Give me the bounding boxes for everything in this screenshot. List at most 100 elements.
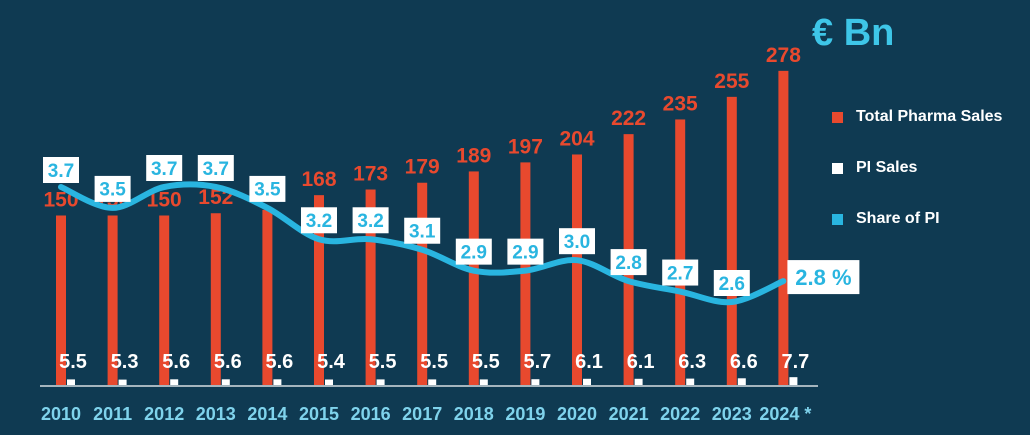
pi-sales-value-label: 6.6 (730, 351, 758, 373)
share-of-pi-line (58, 181, 787, 306)
pi-sales-bar (789, 377, 798, 385)
total-sales-bar (675, 119, 686, 385)
x-tick-label: 2015 (299, 404, 339, 424)
x-tick-label: 2012 (144, 404, 184, 424)
pi-sales-value-label: 5.6 (214, 351, 242, 373)
legend-label-pi-sales: PI Sales (856, 159, 918, 176)
x-tick-label: 2014 (247, 404, 287, 424)
x-tick-label: 2024 * (759, 404, 811, 424)
pi-sales-value-label: 6.1 (627, 351, 655, 373)
share-label-box (352, 207, 389, 234)
legend-swatch-pi-sales (832, 163, 843, 174)
x-tick-label: 2010 (41, 404, 81, 424)
pi-sales-bar (737, 378, 746, 385)
legend-swatch-share (832, 214, 843, 225)
x-tick-label: 2019 (505, 404, 545, 424)
total-sales-bar (572, 154, 582, 385)
share-label-box (94, 175, 131, 202)
pi-sales-bar (221, 379, 230, 385)
pi-sales-value-label: 5.6 (265, 351, 293, 373)
pi-sales-value-label: 5.7 (523, 351, 551, 373)
share-label-box (301, 207, 337, 234)
pi-sales-bar (479, 379, 488, 385)
share-value-label: 2.7 (667, 263, 693, 284)
total-sales-bar (262, 209, 273, 385)
pi-sales-bar (583, 378, 591, 385)
share-value-label: 3.5 (254, 180, 281, 201)
pi-sales-value-label: 5.4 (317, 351, 346, 373)
share-value-label: 2.9 (512, 242, 538, 263)
pi-sales-value-label: 5.5 (472, 351, 500, 373)
pi-sales-value-label: 5.5 (59, 351, 87, 373)
share-label-box (713, 270, 750, 296)
total-sales-value-label: 204 (559, 127, 594, 150)
total-sales-value-label: 173 (353, 163, 388, 186)
share-value-label: 3.2 (306, 211, 332, 232)
share-label-box (455, 238, 492, 265)
total-sales-bar (778, 70, 789, 386)
pi-sales-value-label: 6.1 (575, 351, 603, 373)
pi-sales-bar (118, 379, 127, 385)
total-sales-bar (726, 96, 737, 385)
total-sales-value-label: 150 (147, 189, 182, 212)
share-value-label: 2.6 (719, 274, 745, 295)
share-value-label: 3.7 (48, 161, 74, 182)
share-value-label: 3.0 (564, 232, 590, 253)
share-value-label: 2.8 % (795, 265, 851, 290)
pi-sales-bar (634, 378, 643, 385)
share-label-box (404, 217, 441, 244)
x-tick-label: 2013 (196, 404, 236, 424)
pi-sales-value-label: 6.3 (678, 351, 706, 373)
total-sales-bar (520, 162, 531, 385)
pi-sales-bar (531, 379, 540, 385)
share-value-label: 2.9 (461, 242, 487, 263)
total-sales-value-label: 197 (508, 135, 543, 158)
legend-item-share: Share of PI (832, 206, 1030, 232)
total-sales-value-label: 168 (301, 168, 336, 191)
x-tick-label: 2022 (660, 404, 700, 424)
pi-sales-bar (376, 379, 385, 385)
share-value-label: 2.8 (615, 253, 641, 274)
share-label-box (507, 238, 544, 265)
total-sales-value-label: 235 (663, 92, 698, 115)
total-sales-bar (56, 215, 66, 385)
pi-sales-bar (170, 379, 179, 385)
legend-item-pi-sales: PI Sales (832, 155, 1030, 181)
share-label-box (559, 228, 595, 255)
total-sales-bar (107, 215, 118, 385)
pi-sales-bar (325, 379, 333, 385)
x-tick-label: 2021 (609, 404, 649, 424)
x-tick-label: 2023 (712, 404, 752, 424)
share-label-box (787, 260, 860, 295)
total-sales-value-label: 222 (611, 107, 646, 130)
share-value-label: 3.7 (151, 159, 177, 180)
share-label-box (662, 259, 699, 286)
total-sales-bar (417, 182, 428, 385)
total-sales-value-label: 255 (714, 70, 749, 93)
total-sales-bar (159, 215, 170, 385)
pi-sales-value-label: 5.5 (420, 351, 448, 373)
legend: Total Pharma Sales PI Sales Share of PI (832, 104, 1030, 257)
share-label-box (197, 155, 234, 181)
pi-sales-bar (428, 379, 437, 385)
pi-sales-bar (67, 379, 75, 385)
share-value-label: 3.7 (203, 159, 229, 180)
x-tick-label: 2016 (351, 404, 391, 424)
total-sales-bar (314, 195, 324, 385)
pi-sales-bar (273, 379, 282, 385)
share-label-box (43, 157, 79, 183)
total-sales-bar (210, 213, 221, 385)
pi-sales-value-label: 5.6 (162, 351, 190, 373)
legend-label-share: Share of PI (856, 210, 940, 227)
share-value-label: 3.1 (409, 222, 436, 243)
pi-sales-value-label: 5.5 (369, 351, 397, 373)
pi-sales-bar (686, 378, 695, 385)
pi-sales-value-label: 5.3 (111, 351, 139, 373)
x-tick-label: 2020 (557, 404, 597, 424)
share-label-box (610, 249, 647, 276)
total-sales-value-label: 189 (456, 144, 491, 167)
legend-swatch-total-sales (832, 112, 843, 123)
legend-item-total-sales: Total Pharma Sales (832, 104, 1030, 130)
